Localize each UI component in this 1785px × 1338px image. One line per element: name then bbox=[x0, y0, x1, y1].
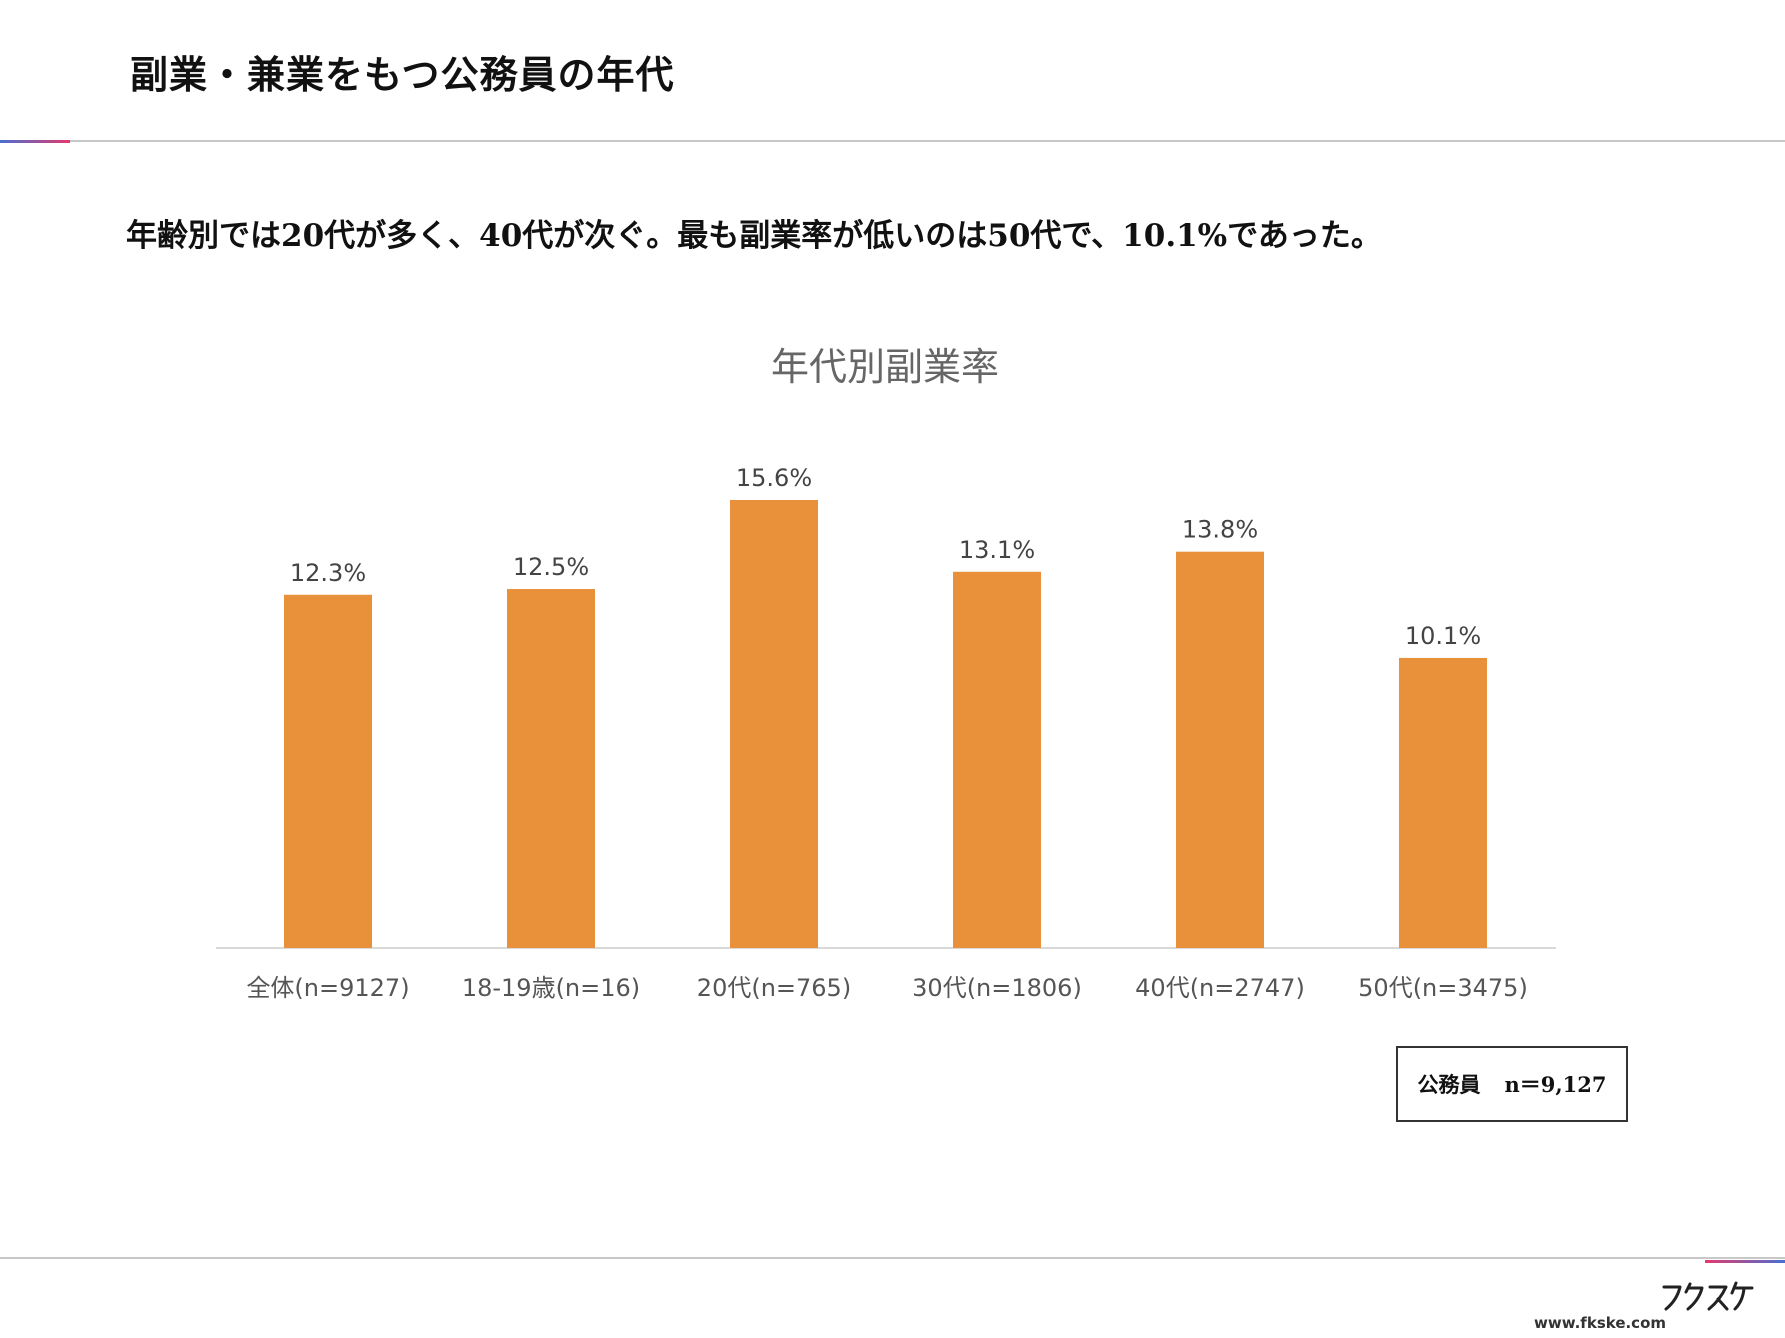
bar-5 bbox=[1399, 657, 1487, 948]
sample-value: n＝9,127 bbox=[1504, 1072, 1607, 1097]
bar-4 bbox=[1176, 551, 1264, 948]
bar-value-label-0: 12.3% bbox=[290, 559, 366, 587]
summary-text: 年齢別では20代が多く、40代が次ぐ。最も副業率が低いのは50代で、10.1%で… bbox=[126, 218, 1382, 254]
bar-value-label-3: 13.1% bbox=[959, 536, 1035, 564]
footer-accent-line bbox=[1705, 1260, 1785, 1263]
chart-title: 年代別副業率 bbox=[771, 345, 999, 389]
bar-value-label-1: 12.5% bbox=[513, 553, 589, 581]
category-label-5: 50代(n=3475) bbox=[1358, 974, 1528, 1002]
page-title: 副業・兼業をもつ公務員の年代 bbox=[130, 52, 675, 97]
header-divider bbox=[0, 140, 1785, 142]
category-label-4: 40代(n=2747) bbox=[1135, 974, 1305, 1002]
bar-3 bbox=[953, 571, 1041, 948]
category-labels-group: 全体(n=9127) 18-19歳(n=16) 20代(n=765) 30代(n=18… bbox=[246, 974, 1527, 1002]
brand-logo-icon bbox=[1662, 1281, 1754, 1311]
bars-group bbox=[284, 500, 1487, 948]
footer-divider bbox=[0, 1257, 1785, 1259]
brand-url: www.fkske.com bbox=[1534, 1314, 1667, 1332]
bar-value-label-4: 13.8% bbox=[1182, 516, 1258, 544]
bar-chart: 年代別副業率 12.3% 12.5% 15.6% 13.1% 13.8% 10.1% 全体… bbox=[216, 345, 1556, 1002]
bar-1 bbox=[507, 589, 595, 948]
sample-label: 公務員 bbox=[1417, 1072, 1481, 1097]
category-label-1: 18-19歳(n=16) bbox=[462, 974, 640, 1002]
bar-value-label-5: 10.1% bbox=[1405, 622, 1481, 650]
sample-size-box: 公務員 n＝9,127 bbox=[1396, 1046, 1628, 1122]
bar-2 bbox=[730, 500, 818, 948]
bar-0 bbox=[284, 594, 372, 948]
value-labels-group: 12.3% 12.5% 15.6% 13.1% 13.8% 10.1% bbox=[290, 464, 1481, 650]
bar-value-label-2: 15.6% bbox=[736, 464, 812, 492]
category-label-0: 全体(n=9127) bbox=[246, 974, 409, 1002]
header-accent-line bbox=[0, 140, 70, 143]
category-label-2: 20代(n=765) bbox=[697, 974, 851, 1002]
category-label-3: 30代(n=1806) bbox=[912, 974, 1082, 1002]
